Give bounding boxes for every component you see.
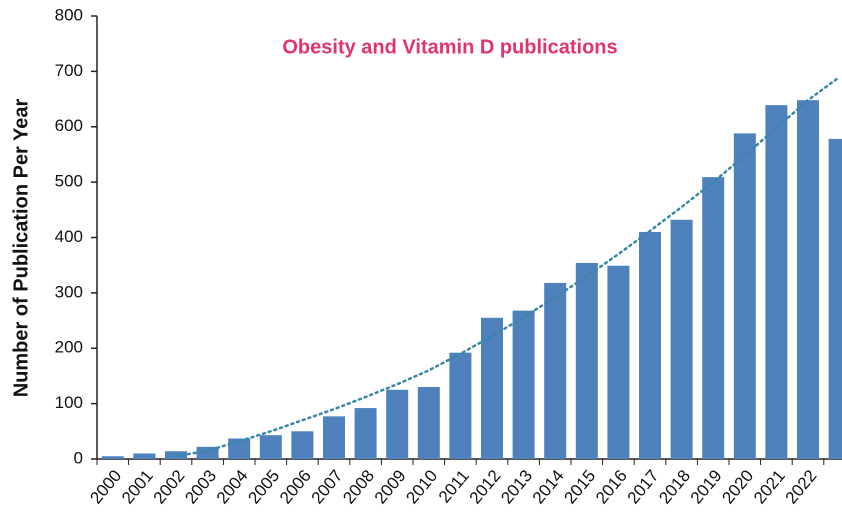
bar [797, 100, 819, 460]
y-tick-label: 0 [74, 448, 83, 467]
y-tick-label: 100 [55, 393, 83, 412]
bar [449, 352, 472, 459]
x-tick-label: 2002 [150, 466, 189, 507]
x-tick-label: 2004 [213, 466, 252, 507]
bar [544, 282, 567, 459]
x-tick-label: 2022 [782, 466, 821, 507]
x-tick-label: 2006 [276, 466, 315, 507]
x-tick-label: 2007 [308, 466, 347, 507]
x-tick-label: 2009 [371, 466, 410, 507]
y-tick-label: 400 [55, 227, 83, 246]
bar [354, 408, 377, 459]
x-tick-label: 2005 [244, 466, 283, 507]
y-axis-label: Number of Publication Per Year [10, 98, 32, 397]
y-tick-label: 200 [55, 338, 83, 357]
bar [259, 435, 282, 459]
bar [133, 453, 156, 459]
chart-title: Obesity and Vitamin D publications [282, 36, 617, 58]
bar [607, 265, 630, 459]
bar [512, 310, 535, 459]
x-tick-label: 2016 [592, 466, 631, 507]
bar [417, 387, 440, 459]
bar [481, 317, 503, 459]
bar [291, 431, 314, 459]
x-tick-label: 2018 [655, 466, 694, 507]
y-tick-label: 300 [55, 282, 83, 301]
bar [828, 138, 842, 459]
y-tick-label: 600 [55, 116, 83, 135]
x-tick-label: 2008 [339, 466, 378, 507]
x-tick-label: 2001 [118, 466, 157, 507]
bar [386, 389, 409, 459]
bar [101, 456, 124, 459]
x-tick-label: 2003 [181, 466, 220, 507]
x-tick-label: 2013 [497, 466, 536, 507]
x-tick-label: 2017 [624, 466, 663, 507]
bar [702, 177, 725, 460]
x-tick-label: 2020 [718, 466, 757, 507]
y-tick-label: 800 [55, 5, 83, 24]
bar [733, 133, 756, 459]
x-tick-label: 2015 [560, 466, 599, 507]
x-tick-label: 2010 [402, 466, 441, 507]
bar [765, 105, 788, 459]
bar [670, 219, 693, 459]
x-tick-label: 2019 [687, 466, 726, 507]
x-tick-label: 2011 [435, 466, 473, 506]
x-tick-label: 2000 [86, 466, 125, 507]
bar [575, 262, 598, 459]
x-tick-label: 2021 [750, 466, 789, 507]
x-tick-label: 2012 [466, 466, 505, 507]
bar [639, 231, 661, 459]
bar [323, 416, 345, 459]
y-tick-label: 700 [55, 61, 83, 80]
y-tick-label: 500 [55, 172, 83, 191]
trendline [174, 75, 841, 458]
x-tick-label: 2014 [529, 466, 568, 507]
